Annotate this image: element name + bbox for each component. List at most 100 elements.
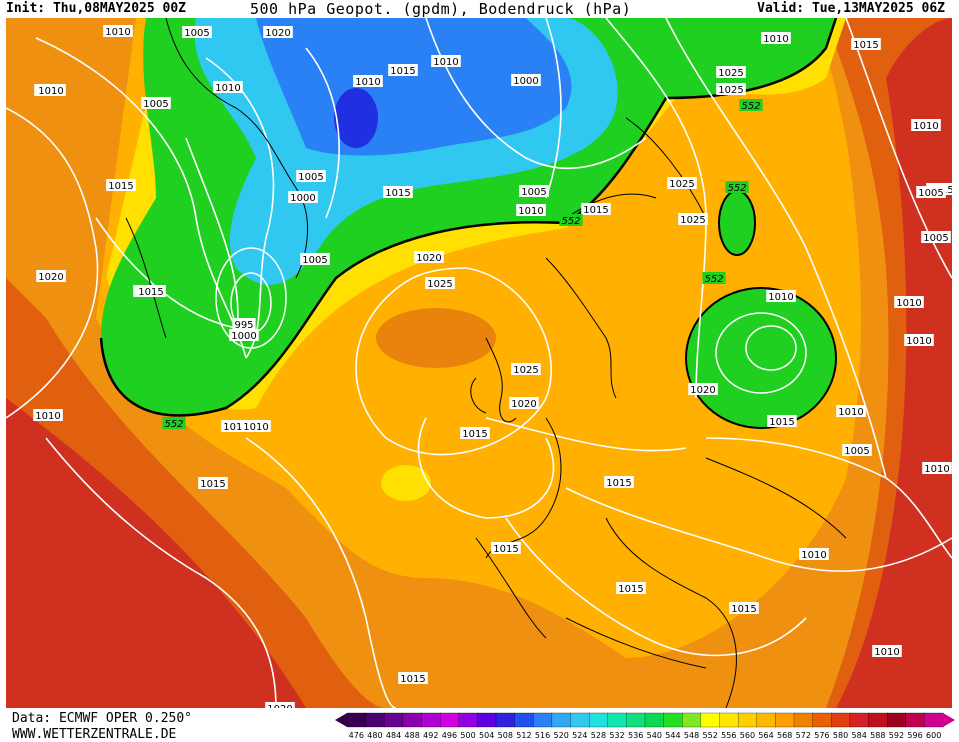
pressure-label: 1010: [518, 206, 543, 217]
pressure-label-bg: [232, 318, 256, 330]
pressure-label-bg: [716, 66, 746, 78]
isobar-line: [417, 417, 555, 519]
contour-label-552: 552: [727, 183, 746, 194]
legend-swatch: [737, 712, 758, 728]
pressure-label-bg: [767, 415, 797, 427]
contour-label-bg: [162, 417, 186, 429]
pressure-label-bg: [799, 548, 829, 560]
pressure-label-bg: [460, 427, 490, 439]
legend-tick-label: 528: [591, 731, 606, 740]
pressure-label: 1015: [606, 478, 631, 489]
pressure-label: 1015: [462, 429, 487, 440]
pressure-label-bg: [766, 290, 796, 302]
contour-label-552: 552: [741, 101, 760, 112]
legend-swatch: [793, 712, 814, 728]
coastline: [605, 517, 737, 708]
pressure-label-bg: [36, 84, 66, 96]
field-red-sw: [6, 398, 306, 708]
pressure-label-bg: [921, 231, 951, 243]
pressure-label-bg: [616, 582, 646, 594]
contour-label-552: 552: [164, 419, 183, 430]
pressure-label-bg: [425, 277, 455, 289]
legend-tick-label: 572: [796, 731, 811, 740]
legend-swatch: [775, 712, 795, 728]
legend-tick-label: 512: [516, 731, 531, 740]
legend-swatch: [700, 712, 721, 728]
pressure-label: 1015: [583, 205, 608, 216]
legend-swatch: [756, 712, 777, 728]
pressure-label: 1010: [838, 407, 863, 418]
legend-tick-label: 496: [442, 731, 457, 740]
pressure-label: 1010: [906, 336, 931, 347]
legend-tick-label: 588: [870, 731, 885, 740]
pressure-label-bg: [911, 119, 941, 131]
pressure-label-bg: [916, 186, 946, 198]
legend-swatch: [682, 712, 702, 728]
pressure-label-bg: [33, 409, 63, 421]
pressure-label: 1020: [265, 28, 290, 39]
legend-swatch: [812, 712, 832, 728]
pressure-label: 1005: [918, 188, 943, 199]
pressure-label-bg: [241, 420, 271, 432]
pressure-label: 1010: [763, 34, 788, 45]
legend-swatch: [868, 712, 888, 728]
legend-tick-label: 560: [740, 731, 755, 740]
legend-tick-label: 492: [423, 731, 438, 740]
legend-tick-label: 580: [833, 731, 848, 740]
pressure-label: 1015: [769, 417, 794, 428]
pressure-label: 1020: [38, 272, 63, 283]
pressure-label: 1015: [400, 674, 425, 685]
contour-label-bg: [725, 181, 749, 193]
pressure-label: 1005: [302, 255, 327, 266]
legend-swatch: [905, 712, 926, 728]
legend-swatch: [588, 712, 609, 728]
legend-tick-label: 536: [628, 731, 643, 740]
pressure-label: 1010: [38, 86, 63, 97]
legend-tick-label: 540: [647, 731, 662, 740]
isobar-line: [205, 57, 275, 359]
pressure-label-bg: [36, 270, 66, 282]
contour-label-bg: [702, 272, 726, 284]
pressure-label-bg: [922, 462, 952, 474]
pressure-label-bg: [398, 672, 428, 684]
legend-tick-label: 584: [852, 731, 867, 740]
pressure-label-bg: [353, 75, 383, 87]
coastline: [165, 18, 309, 279]
pressure-label-bg: [414, 251, 444, 263]
legend-tick-label: 556: [721, 731, 736, 740]
pressure-label-bg: [136, 285, 166, 297]
isobar-line: [355, 267, 552, 456]
coastline: [565, 193, 657, 219]
pressure-label: 1025: [513, 365, 538, 376]
pressure-label-bg: [431, 55, 461, 67]
isobar-line: [565, 487, 952, 572]
legend-swatch: [384, 712, 404, 728]
pressure-label: 1005: [844, 446, 869, 457]
legend-swatch: [644, 712, 665, 728]
isobar-line: [485, 417, 687, 452]
pressure-label-bg: [836, 405, 866, 417]
pressure-label: 1020: [690, 385, 715, 396]
isobar-line: [305, 47, 340, 219]
pressure-label: 1010: [355, 77, 380, 88]
legend-tick-label: 488: [405, 731, 420, 740]
pressure-label: 1025: [680, 215, 705, 226]
pressure-label-bg: [904, 334, 934, 346]
map-title: 500 hPa Geopot. (gpdm), Bodendruck (hPa): [250, 0, 632, 18]
legend-tick-label: 564: [758, 731, 773, 740]
pressure-label: 1025: [718, 68, 743, 79]
isobar-line: [705, 437, 952, 559]
pressure-label: 1010: [215, 83, 240, 94]
field-deep-blue: [334, 88, 378, 148]
legend-swatch: [719, 712, 739, 728]
legend-tick-label: 592: [889, 731, 904, 740]
legend-swatch: [551, 712, 572, 728]
pressure-label: 1005: [298, 172, 323, 183]
pressure-label-bg: [851, 38, 881, 50]
pressure-label-bg: [842, 444, 872, 456]
data-source: Data: ECMWF OPER 0.250°: [12, 711, 193, 726]
pressure-label: 1015: [138, 287, 163, 298]
pressure-label: 1025: [669, 179, 694, 190]
contour-label-bg: [559, 214, 583, 226]
valid-time: Valid: Tue,13MAY2025 06Z: [757, 1, 945, 16]
